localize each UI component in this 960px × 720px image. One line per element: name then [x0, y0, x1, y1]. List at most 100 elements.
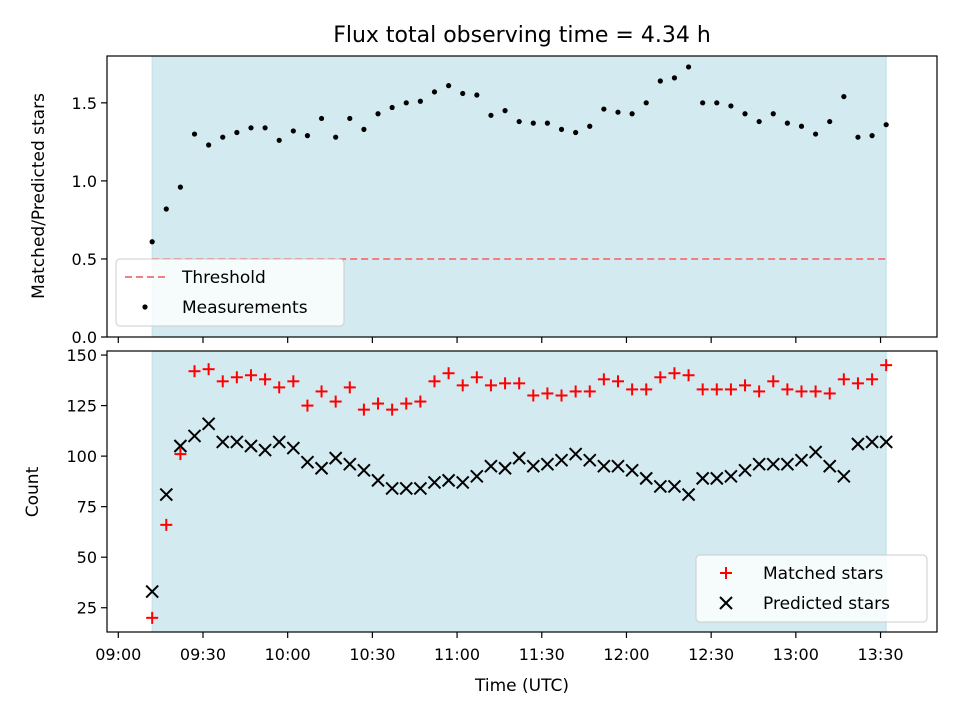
predicted-star-point: [314, 461, 329, 475]
predicted-star-point: [399, 481, 413, 496]
matched-stars-points: [146, 359, 893, 624]
predicted-star-point: [216, 435, 230, 449]
measurement-point: [615, 109, 621, 115]
matched-star-point: [710, 383, 723, 396]
predicted-star-point: [724, 469, 738, 484]
matched-star-point: [611, 375, 624, 388]
x-tick-label: 10:00: [265, 645, 311, 664]
bottom-y-tick-label: 125: [66, 397, 97, 416]
matched-star-point: [597, 373, 610, 386]
predicted-star-point: [300, 455, 315, 469]
matched-star-point: [555, 389, 568, 402]
matched-star-point: [739, 379, 752, 392]
top-y-tick-label: 0.5: [72, 250, 97, 269]
x-tick-label: 10:30: [349, 645, 395, 664]
measurement-point: [573, 129, 579, 136]
predicted-star-point: [371, 473, 385, 488]
top-axes-frame: [106, 55, 938, 338]
measurement-point: [714, 100, 720, 106]
ratio-panel: 0.0 0.5 1.0 1.5 Matched/Predicted stars Thr…: [29, 55, 938, 347]
measurement-point: [206, 142, 212, 148]
measurement-point: [558, 126, 565, 132]
measurement-point: [474, 92, 480, 98]
measurement-point: [742, 111, 748, 117]
predicted-star-point: [808, 445, 823, 459]
predicted-star-point: [625, 463, 639, 477]
matched-star-point: [357, 403, 370, 416]
measurement-point: [502, 108, 508, 114]
matched-star-point: [301, 399, 314, 412]
legend-matched-label: Matched stars: [763, 564, 883, 584]
measurement-point: [685, 64, 692, 70]
predicted-star-point: [385, 481, 399, 496]
measurement-point: [163, 206, 169, 212]
x-tick-label: 13:00: [773, 645, 819, 664]
matched-star-point: [696, 383, 709, 396]
measurement-point: [629, 111, 635, 117]
bottom-y-tick-label: 100: [66, 447, 97, 466]
matched-star-point: [654, 371, 667, 384]
top-y-axis-label: Matched/Predicted stars: [29, 93, 49, 299]
count-panel: 25 50 75 100 125 150 09:00 09:30 10:00 10:30 11:00…: [23, 346, 938, 696]
matched-star-point: [470, 371, 483, 384]
matched-star-point: [188, 365, 201, 378]
measurement-point: [375, 111, 381, 117]
measurement-point: [728, 103, 734, 109]
matched-star-point: [837, 373, 850, 386]
predicted-star-point: [568, 447, 583, 461]
predicted-star-point: [201, 417, 216, 431]
x-axis-label: Time (UTC): [474, 676, 569, 696]
predicted-star-point: [710, 471, 724, 486]
measurement-point: [587, 123, 593, 129]
matched-star-point: [499, 377, 512, 390]
matched-star-point: [456, 379, 469, 392]
predicted-star-point: [258, 443, 272, 457]
measurement-point: [869, 133, 875, 139]
predicted-star-point: [865, 435, 879, 449]
matched-star-point: [724, 383, 737, 396]
predicted-star-point: [244, 439, 258, 453]
measurement-point: [671, 75, 678, 81]
predicted-star-point: [794, 453, 809, 467]
measurement-point: [460, 90, 466, 97]
matched-star-point: [315, 385, 328, 398]
measurement-point: [431, 89, 438, 95]
bottom-y-tick-label: 75: [77, 498, 97, 517]
predicted-star-point: [597, 459, 611, 473]
measurement-point: [516, 118, 522, 125]
predicted-star-point: [427, 475, 442, 490]
x-tick-label: 13:30: [857, 645, 903, 664]
measurement-point: [234, 129, 240, 136]
matched-star-point: [146, 611, 159, 624]
predicted-star-point: [554, 453, 569, 467]
predicted-star-point: [766, 457, 780, 471]
measurement-point: [220, 134, 226, 140]
predicted-star-point: [328, 451, 343, 465]
predicted-star-point: [484, 459, 498, 473]
legend-measurements-label: Measurements: [182, 298, 308, 318]
predicted-star-point: [540, 457, 555, 471]
measurement-point: [530, 120, 536, 126]
matched-star-point: [244, 369, 257, 382]
x-tick-label: 09:30: [180, 645, 226, 664]
matched-star-point: [640, 383, 653, 396]
matched-star-point: [809, 385, 822, 398]
top-legend: Threshold Measurements: [115, 258, 345, 327]
measurement-point: [601, 106, 607, 112]
top-legend-box: [115, 258, 345, 327]
predicted-star-point: [357, 463, 371, 477]
measurement-point: [841, 93, 847, 100]
predicted-star-point: [413, 481, 428, 496]
predicted-star-point: [145, 584, 159, 599]
top-y-tick-label: 0.0: [72, 328, 97, 347]
x-tick-label: 12:00: [603, 645, 649, 664]
matched-star-point: [442, 367, 455, 380]
predicted-star-point: [681, 487, 696, 502]
predicted-star-point: [187, 429, 202, 443]
matched-star-point: [386, 403, 399, 416]
matched-star-point: [372, 397, 385, 410]
predicted-star-point: [780, 457, 795, 471]
measurement-point: [756, 118, 762, 125]
matched-star-point: [259, 373, 272, 386]
